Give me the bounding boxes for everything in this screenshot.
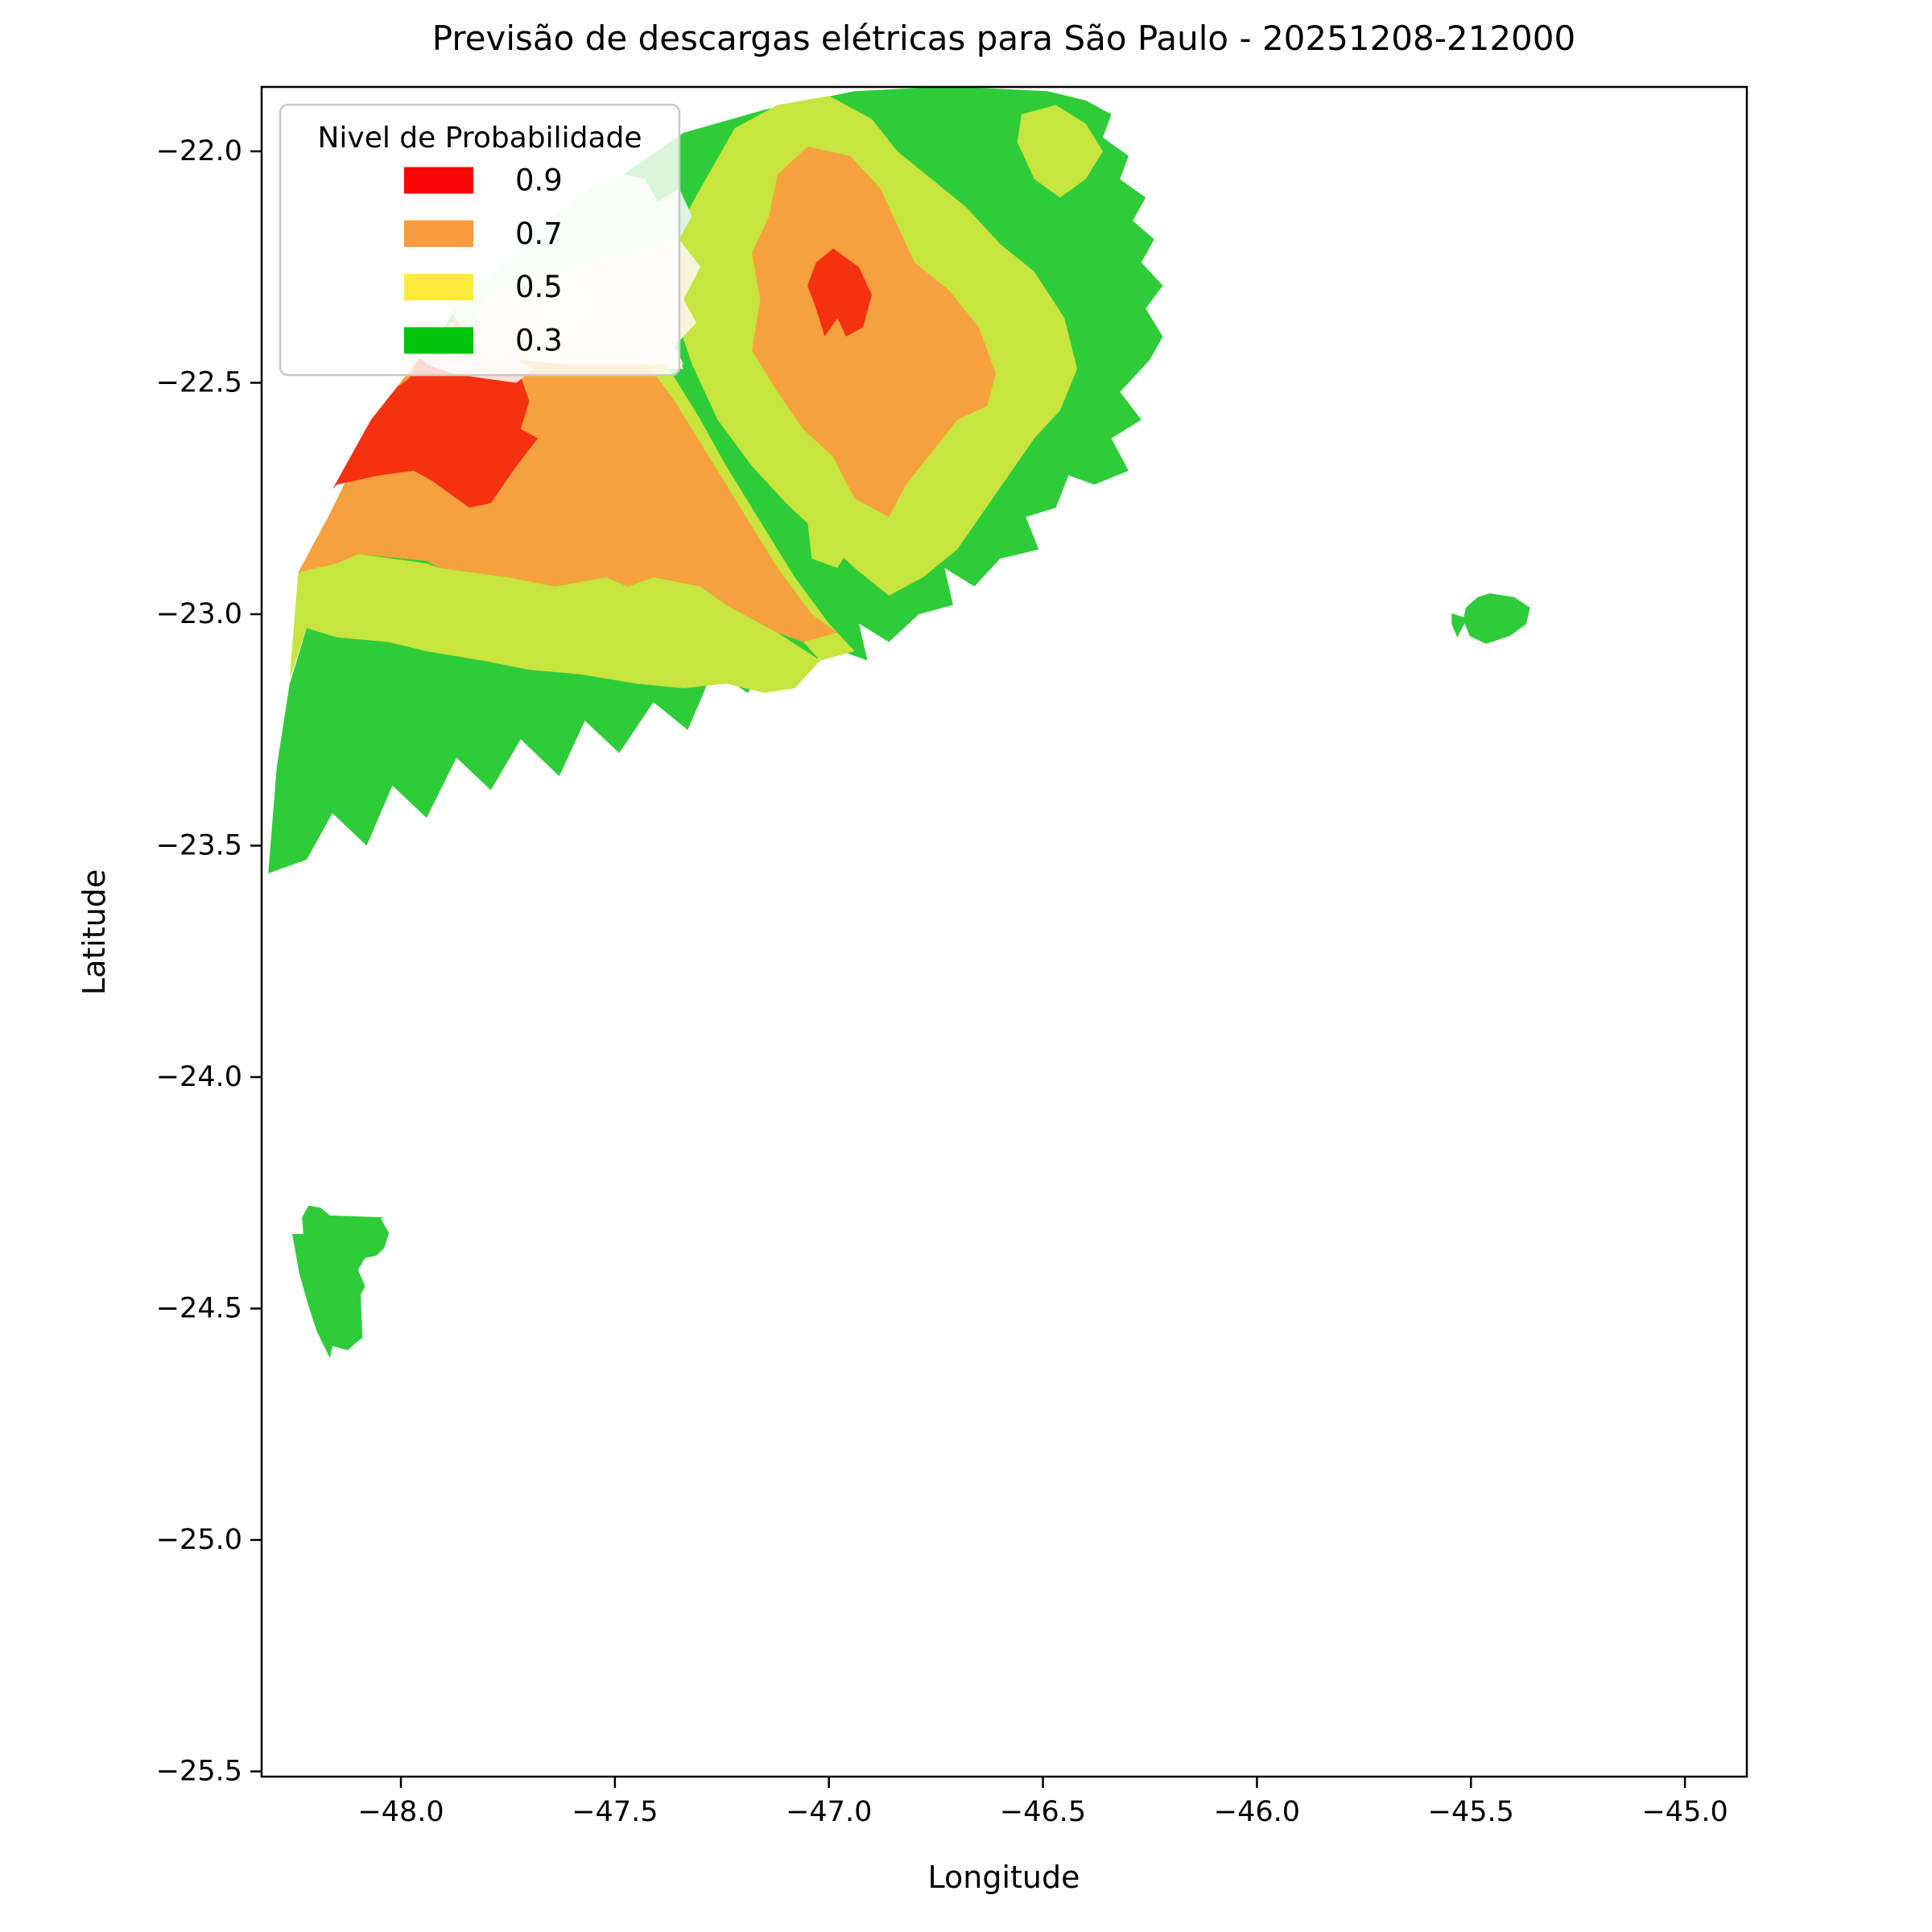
legend-label-0.7: 0.7: [515, 217, 563, 251]
x-tick-1-label: −47.5: [572, 1796, 658, 1828]
legend-label-0.9: 0.9: [515, 163, 563, 198]
plot-frame: [260, 85, 1748, 1778]
y-tick-1-label: −22.5: [156, 366, 242, 398]
contour-region-upper-red-core: [807, 248, 872, 336]
legend: Nivel de Probabilidade 0.9 0.7 0.5 0.3: [279, 103, 681, 377]
legend-swatch-0.9: [404, 167, 473, 194]
y-axis-ticks: −22.0 −22.5 −23.0 −23.5 −24.0 −24.5 −25.0 −25.5: [156, 135, 262, 1788]
chart-title: Previsão de descargas elétricas para São…: [432, 19, 1575, 58]
x-tick-0-label: −48.0: [357, 1796, 444, 1828]
x-tick-3-label: −46.5: [1000, 1796, 1086, 1828]
contour-region-upper-orange-region: [752, 147, 997, 518]
contour-region-east-green-blob-fragment: [1451, 613, 1468, 638]
x-tick-5-label: −45.5: [1428, 1796, 1514, 1828]
contour-region-east-green-blob: [1463, 593, 1530, 644]
contour-region-west-red-core: [332, 336, 539, 508]
legend-label-0.5: 0.5: [515, 270, 563, 304]
legend-swatch-0.7: [404, 220, 473, 247]
y-tick-7-label: −25.5: [156, 1756, 242, 1788]
legend-title: Nivel de Probabilidade: [317, 122, 642, 155]
y-tick-3-label: −23.5: [156, 829, 242, 861]
y-tick-5-label: −24.5: [156, 1292, 242, 1324]
x-tick-4-label: −46.0: [1214, 1796, 1300, 1828]
contour-region-north-east-yellow-diamond: [1017, 105, 1103, 198]
x-tick-2-label: −47.0: [786, 1796, 872, 1828]
contour-region-junction-yellow-patch: [807, 512, 855, 568]
x-tick-6-label: −45.0: [1641, 1796, 1728, 1828]
contour-region-south-west-green-blob: [292, 1205, 390, 1358]
y-tick-0-label: −22.0: [156, 135, 242, 167]
y-tick-2-label: −23.0: [156, 598, 242, 630]
legend-label-0.3: 0.3: [515, 323, 563, 357]
y-axis-label: Latitude: [76, 869, 112, 995]
contour-region-diagonal-yellow-strip: [632, 318, 855, 661]
legend-swatch-0.3: [404, 327, 473, 354]
legend-box: [279, 103, 681, 377]
y-tick-6-label: −25.0: [156, 1524, 242, 1556]
contour-region-west-yellow-band: [289, 554, 821, 693]
x-axis-ticks: −48.0 −47.5 −47.0 −46.5 −46.0 −45.5 −45.0: [357, 1777, 1728, 1828]
x-axis-label: Longitude: [928, 1860, 1080, 1895]
legend-swatch-0.5: [404, 274, 473, 301]
legend-items: 0.9 0.7 0.5 0.3: [404, 163, 563, 357]
y-tick-4-label: −24.0: [156, 1061, 242, 1093]
